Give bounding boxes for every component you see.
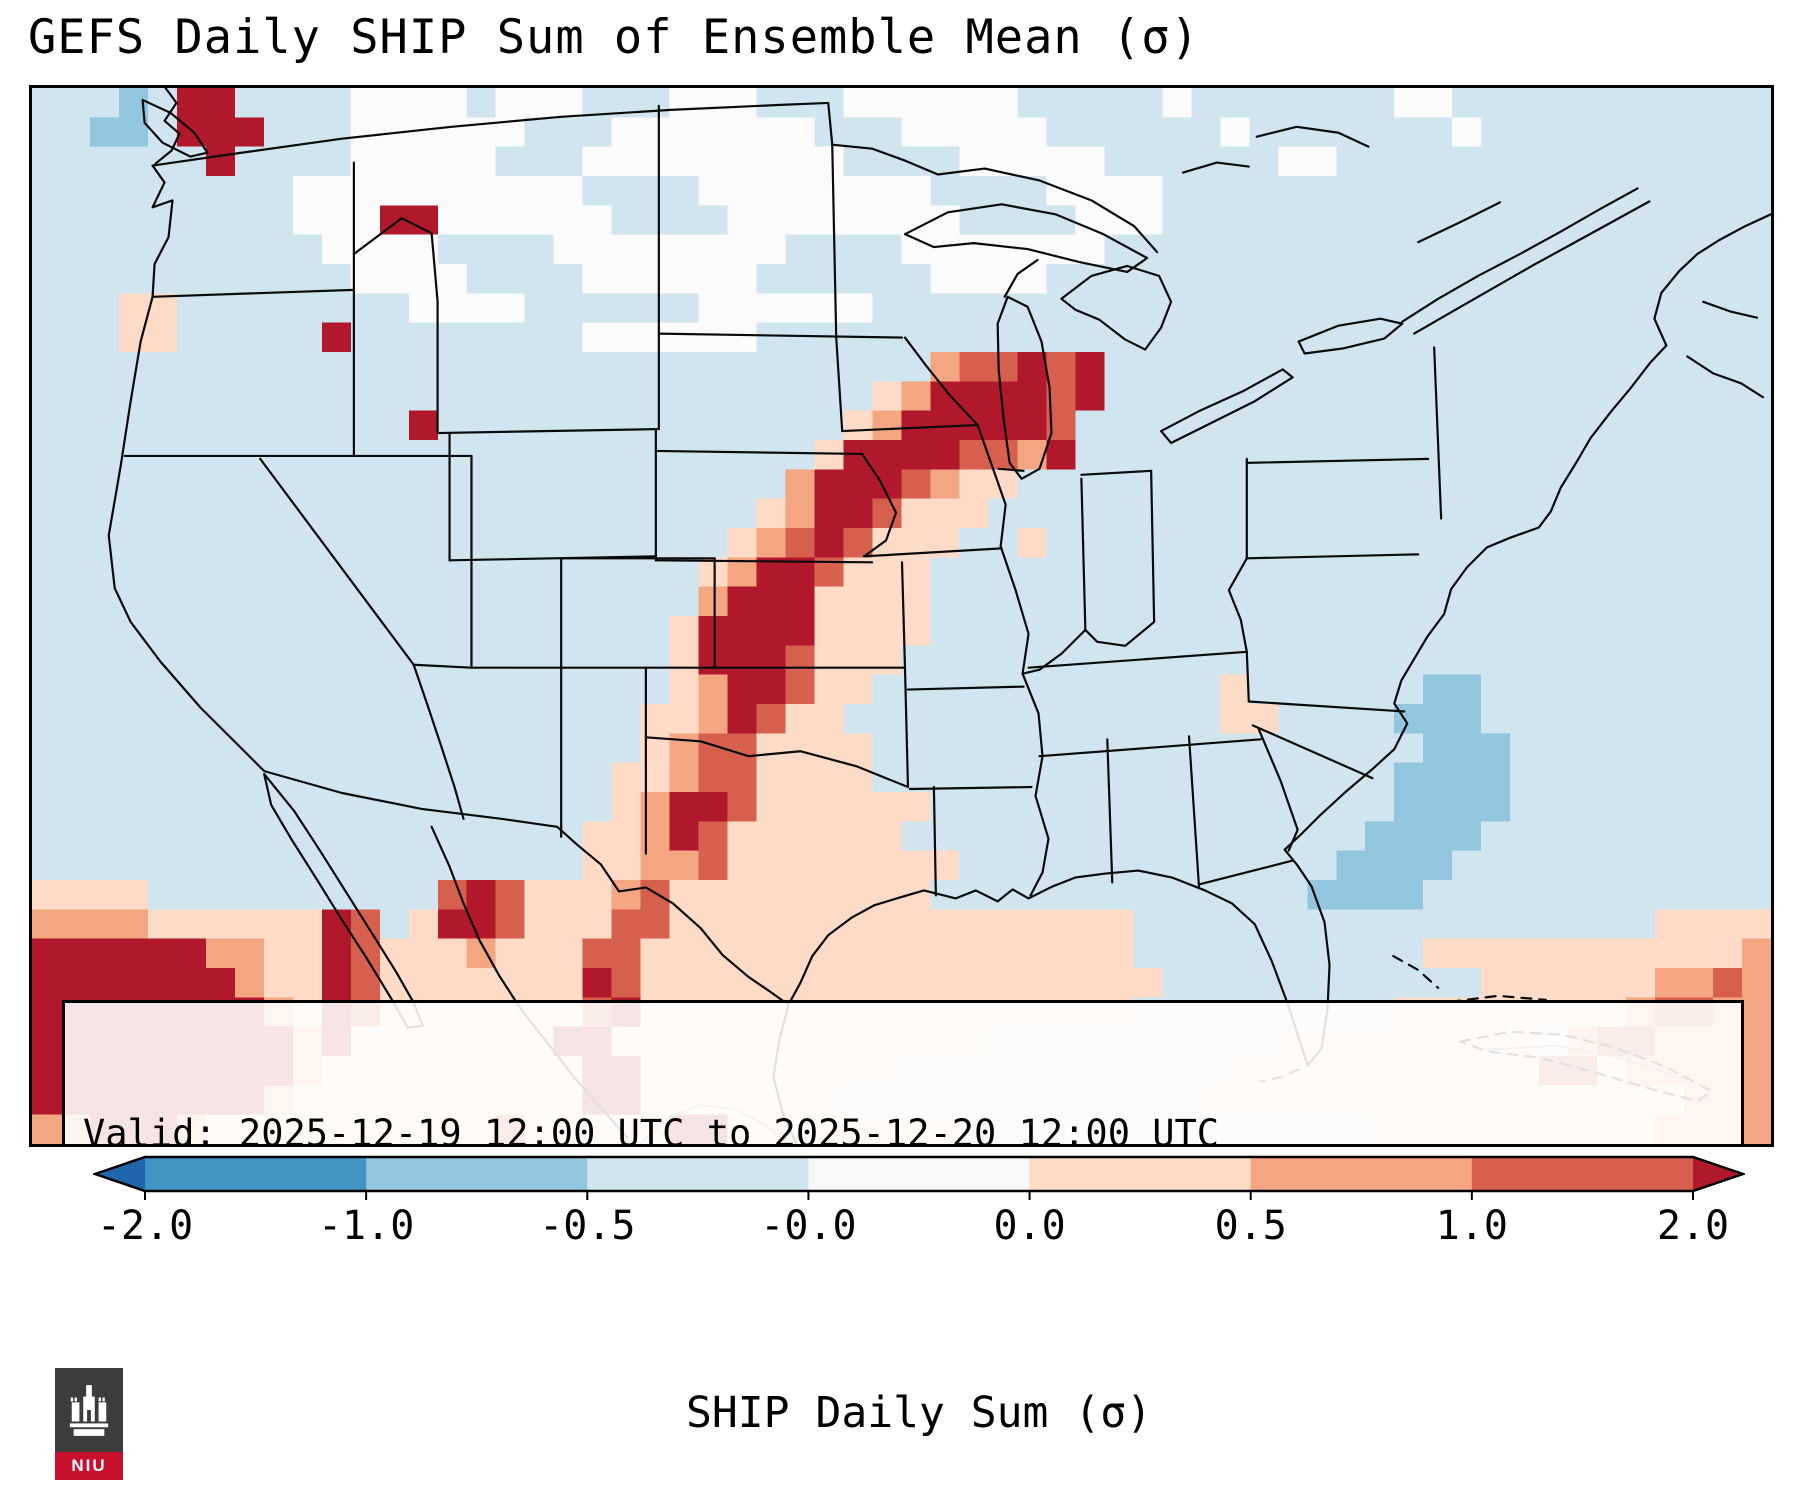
colorbar-tick: -1.0 <box>317 1203 415 1249</box>
validity-box: Valid: 2025-12-19 12:00 UTC to 2025-12-2… <box>62 1000 1744 1147</box>
sigma-grid-cells <box>32 88 1771 1144</box>
niu-logo: NIU <box>55 1368 123 1480</box>
colorbar-tick: 2.0 <box>1656 1203 1730 1249</box>
coastline-and-state-borders <box>107 88 1771 1144</box>
map-area: Valid: 2025-12-19 12:00 UTC to 2025-12-2… <box>29 85 1774 1147</box>
niu-logo-text: NIU <box>55 1452 123 1480</box>
colorbar-tick: -2.0 <box>96 1203 194 1249</box>
colorbar-tick: 1.0 <box>1435 1203 1508 1249</box>
niu-castle-icon <box>55 1368 123 1452</box>
colorbar-tick: -0.5 <box>539 1203 636 1249</box>
valid-line: Valid: 2025-12-19 12:00 UTC to 2025-12-2… <box>83 1112 1220 1147</box>
colorbar-axis-label: SHIP Daily Sum (σ) <box>686 1388 1152 1438</box>
colorbar-tick: 0.0 <box>993 1203 1066 1249</box>
colorbar <box>93 1155 1745 1200</box>
plot-title: GEFS Daily SHIP Sum of Ensemble Mean (σ) <box>28 10 1200 65</box>
colorbar-tick-labels: -2.0 -1.0 -0.5 -0.0 0.0 0.5 1.0 2.0 <box>93 1203 1745 1255</box>
heatmap-canvas <box>32 88 1771 1144</box>
colorbar-tick: -0.0 <box>760 1203 857 1249</box>
colorbar-tick: 0.5 <box>1214 1203 1287 1249</box>
